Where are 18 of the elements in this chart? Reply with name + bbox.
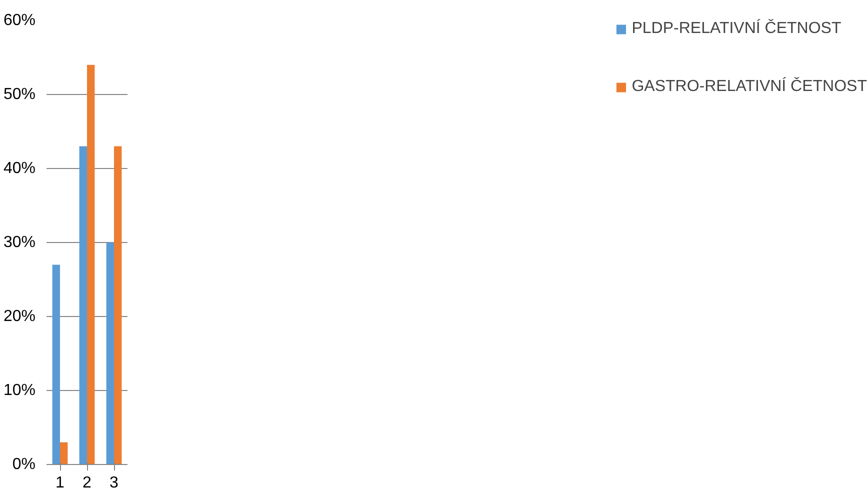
legend-label: GASTRO-RELATIVNÍ ČETNOST	[632, 78, 867, 96]
bar	[79, 146, 87, 464]
bar	[60, 442, 68, 464]
bar	[114, 146, 122, 464]
y-tick-label: 10%	[3, 382, 36, 399]
bar	[52, 264, 60, 464]
bar	[87, 64, 95, 464]
x-tick-label: 2	[82, 474, 92, 492]
y-tick-label: 0%	[12, 456, 36, 473]
bar	[106, 242, 114, 464]
legend-label: PLDP-RELATIVNÍ ČETNOST	[632, 20, 842, 38]
y-tick-label: 50%	[3, 86, 36, 103]
y-tick-label: 30%	[3, 234, 36, 251]
y-tick-label: 60%	[3, 12, 36, 29]
x-tick-label: 3	[110, 474, 119, 492]
y-tick-label: 20%	[3, 308, 36, 325]
y-tick-label: 40%	[3, 160, 36, 177]
x-tick-label: 1	[56, 474, 65, 492]
